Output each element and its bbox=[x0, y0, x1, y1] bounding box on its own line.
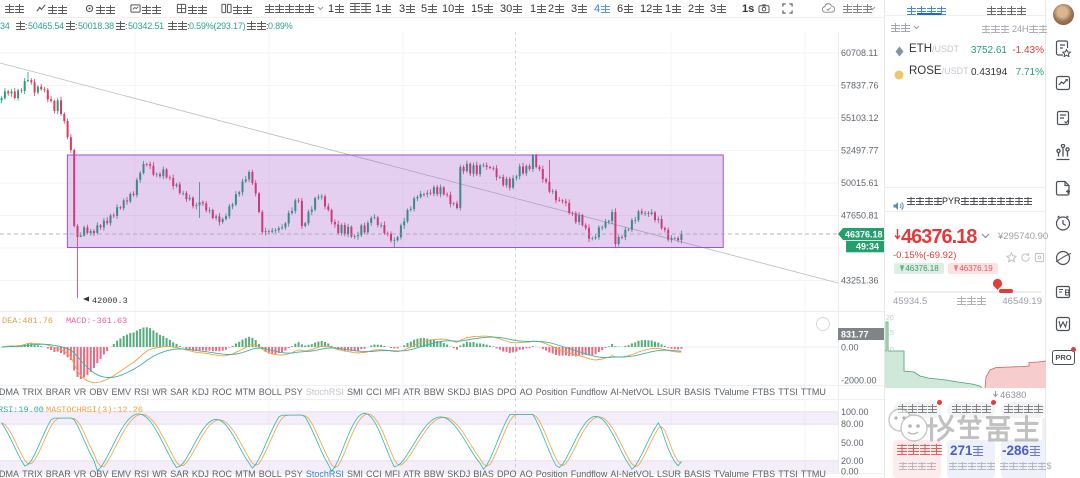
svg-text:RSI: RSI bbox=[134, 387, 149, 397]
svg-text:TTMU: TTMU bbox=[801, 387, 826, 397]
svg-text:EMV: EMV bbox=[112, 469, 132, 478]
svg-text:MACD:-361.63: MACD:-361.63 bbox=[66, 316, 127, 326]
svg-text:StochRSI: StochRSI bbox=[306, 387, 344, 397]
svg-text:46376.18: 46376.18 bbox=[845, 230, 883, 240]
svg-text:47650.81: 47650.81 bbox=[841, 211, 879, 221]
svg-text:PSY: PSY bbox=[285, 469, 303, 478]
svg-text:60708.11: 60708.11 bbox=[841, 48, 878, 58]
svg-text:42000.3: 42000.3 bbox=[92, 296, 128, 306]
svg-text:OBV: OBV bbox=[89, 387, 108, 397]
svg-text:BASIS: BASIS bbox=[684, 387, 711, 397]
svg-text:DMA: DMA bbox=[0, 469, 19, 478]
svg-text:TTSI: TTSI bbox=[778, 469, 798, 478]
svg-text:RSI:19.00: RSI:19.00 bbox=[0, 405, 44, 415]
svg-text:AO: AO bbox=[520, 387, 533, 397]
svg-text:SKDJ: SKDJ bbox=[447, 387, 470, 397]
svg-text:VR: VR bbox=[74, 469, 87, 478]
svg-text:MTM: MTM bbox=[235, 469, 256, 478]
svg-text:Position: Position bbox=[536, 469, 568, 478]
svg-text:StochRSI: StochRSI bbox=[306, 469, 344, 478]
svg-text:WR: WR bbox=[152, 387, 167, 397]
svg-text:ROC: ROC bbox=[212, 469, 233, 478]
svg-text:VR: VR bbox=[74, 387, 87, 397]
svg-text:831.77: 831.77 bbox=[841, 330, 869, 340]
svg-text:0.00: 0.00 bbox=[841, 343, 859, 353]
svg-text:SMI: SMI bbox=[347, 387, 363, 397]
svg-text:MASTOCHRSI(3):12.26: MASTOCHRSI(3):12.26 bbox=[46, 405, 143, 415]
svg-text:20: 20 bbox=[886, 315, 894, 322]
svg-text:BASIS: BASIS bbox=[684, 469, 711, 478]
svg-text:TRIX: TRIX bbox=[22, 387, 43, 397]
svg-text:SAR: SAR bbox=[170, 387, 189, 397]
svg-text:DPO: DPO bbox=[497, 469, 517, 478]
svg-text:100.00: 100.00 bbox=[841, 407, 869, 417]
svg-text:ATR: ATR bbox=[403, 469, 421, 478]
svg-text:CCI: CCI bbox=[366, 469, 382, 478]
svg-text:15: 15 bbox=[886, 330, 894, 337]
svg-text:0.00: 0.00 bbox=[841, 467, 859, 477]
svg-text:DMA: DMA bbox=[0, 387, 19, 397]
svg-text:52497.77: 52497.77 bbox=[841, 146, 879, 156]
svg-text:BBW: BBW bbox=[424, 469, 445, 478]
svg-text:DEA:481.76: DEA:481.76 bbox=[2, 316, 53, 326]
svg-text:PSY: PSY bbox=[285, 387, 303, 397]
svg-text:46380: 46380 bbox=[1000, 390, 1026, 398]
svg-text:KDJ: KDJ bbox=[192, 387, 209, 397]
svg-text:MTM: MTM bbox=[235, 387, 256, 397]
svg-text:AI-NetVOL: AI-NetVOL bbox=[610, 469, 654, 478]
svg-text:57837.76: 57837.76 bbox=[841, 81, 879, 91]
svg-text:TValume: TValume bbox=[714, 387, 749, 397]
svg-text:-2000.00: -2000.00 bbox=[841, 376, 877, 386]
svg-text:TValume: TValume bbox=[714, 469, 749, 478]
svg-text:50.00: 50.00 bbox=[841, 438, 864, 448]
svg-text:55103.12: 55103.12 bbox=[841, 113, 879, 123]
svg-text:TTSI: TTSI bbox=[778, 387, 798, 397]
svg-text:BIAS: BIAS bbox=[473, 387, 494, 397]
svg-text:SKDJ: SKDJ bbox=[447, 469, 470, 478]
svg-text:BOLL: BOLL bbox=[259, 387, 282, 397]
svg-text:Position: Position bbox=[536, 387, 568, 397]
svg-text:50015.61: 50015.61 bbox=[841, 178, 879, 188]
svg-text:DPO: DPO bbox=[497, 387, 517, 397]
svg-text:ATR: ATR bbox=[403, 387, 421, 397]
svg-text:BRAR: BRAR bbox=[46, 469, 72, 478]
svg-text:OBV: OBV bbox=[89, 469, 108, 478]
svg-text:43251.36: 43251.36 bbox=[841, 276, 879, 286]
svg-text:EMV: EMV bbox=[112, 387, 132, 397]
svg-text:Fundflow: Fundflow bbox=[571, 469, 608, 478]
svg-text:BBW: BBW bbox=[424, 387, 445, 397]
svg-text:CCI: CCI bbox=[366, 387, 382, 397]
svg-text:MFI: MFI bbox=[385, 387, 401, 397]
svg-text:AO: AO bbox=[520, 469, 533, 478]
svg-text:LSUR: LSUR bbox=[657, 387, 682, 397]
svg-text:MFI: MFI bbox=[385, 469, 401, 478]
svg-text:ROC: ROC bbox=[212, 387, 233, 397]
svg-text:BRAR: BRAR bbox=[46, 387, 72, 397]
svg-text:Fundflow: Fundflow bbox=[571, 387, 608, 397]
svg-text:20.00: 20.00 bbox=[841, 456, 864, 466]
svg-text:LSUR: LSUR bbox=[657, 469, 682, 478]
svg-text:BIAS: BIAS bbox=[473, 469, 494, 478]
svg-text:FTBS: FTBS bbox=[752, 469, 775, 478]
svg-text:10: 10 bbox=[886, 347, 894, 354]
svg-text:80.00: 80.00 bbox=[841, 419, 864, 429]
svg-text:49:34: 49:34 bbox=[856, 242, 879, 252]
svg-text:BOLL: BOLL bbox=[259, 469, 282, 478]
svg-text:B: B bbox=[1065, 289, 1071, 298]
svg-text:SMI: SMI bbox=[347, 469, 363, 478]
svg-text:WR: WR bbox=[152, 469, 167, 478]
svg-text:TRIX: TRIX bbox=[22, 469, 43, 478]
svg-text:SAR: SAR bbox=[170, 469, 189, 478]
svg-text:TTMU: TTMU bbox=[801, 469, 826, 478]
svg-text:RSI: RSI bbox=[134, 469, 149, 478]
svg-text:FTBS: FTBS bbox=[752, 387, 775, 397]
svg-text:KDJ: KDJ bbox=[192, 469, 209, 478]
svg-text:AI-NetVOL: AI-NetVOL bbox=[610, 387, 654, 397]
